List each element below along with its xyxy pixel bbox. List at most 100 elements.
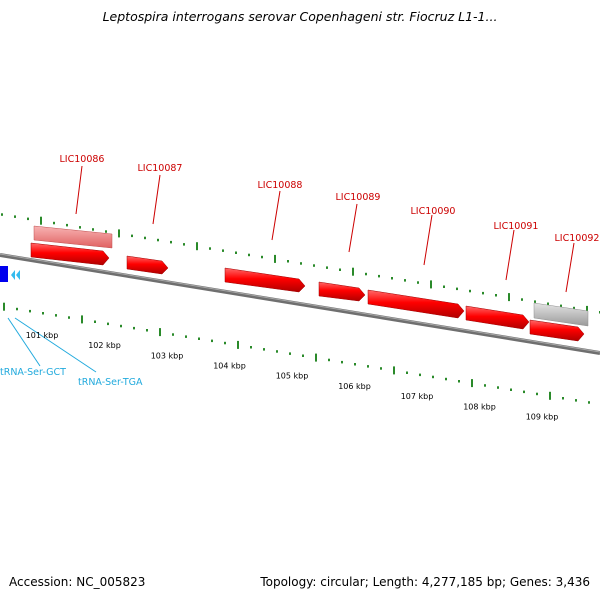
inner-minor-tick	[432, 375, 434, 379]
outer-minor-tick	[313, 264, 315, 267]
outer-minor-tick	[66, 223, 68, 227]
inner-minor-tick	[55, 314, 57, 317]
gene-arrow-lic10089[interactable]	[318, 281, 366, 302]
outer-minor-tick	[79, 226, 81, 229]
inner-minor-tick	[68, 316, 70, 319]
outer-minor-tick	[443, 285, 445, 288]
outer-minor-tick	[222, 249, 224, 252]
kbp-label: 105 kbp	[276, 372, 309, 381]
blue-square-icon[interactable]	[0, 266, 8, 282]
kbp-label: 108 kbp	[463, 402, 496, 411]
inner-minor-tick	[575, 399, 577, 402]
inner-minor-tick	[16, 307, 18, 311]
inner-minor-tick	[276, 350, 278, 353]
gene-label-lic10090[interactable]: LIC10090	[411, 206, 456, 217]
outer-major-tick	[430, 280, 432, 289]
gene-label-lic10086[interactable]: LIC10086	[60, 154, 105, 165]
outer-minor-tick	[170, 240, 172, 244]
genome-backbone	[0, 253, 600, 355]
inner-minor-tick	[198, 337, 200, 340]
gene-feature-lic10086-pink[interactable]	[33, 225, 113, 249]
inner-minor-tick	[354, 363, 356, 366]
length-value: 4,277,185 bp	[421, 575, 502, 589]
accession-value: NC_005823	[76, 575, 146, 589]
gene-arrow-lic10090[interactable]	[367, 289, 465, 319]
inner-minor-tick	[289, 352, 291, 355]
inner-minor-tick	[302, 354, 304, 357]
rna-label-trna-ser-tga[interactable]: tRNA-Ser-TGA	[78, 377, 143, 388]
inner-minor-tick	[367, 365, 369, 368]
outer-minor-tick	[27, 217, 29, 221]
outer-major-tick	[586, 305, 588, 314]
gene-label-lic10089[interactable]: LIC10089	[336, 192, 381, 203]
leader-line-lic10089	[348, 203, 358, 253]
gene-arrow-lic10087[interactable]	[126, 255, 169, 275]
outer-minor-tick	[521, 298, 523, 301]
gene-arrow-lic10091[interactable]	[465, 305, 530, 330]
inner-minor-tick	[94, 320, 96, 323]
inner-major-tick	[393, 366, 395, 375]
kbp-label: 101 kbp	[26, 331, 59, 340]
inner-minor-tick	[146, 329, 148, 332]
genome-backbone-highlight	[0, 253, 600, 353]
rna-leader-lines	[7, 317, 97, 373]
outer-minor-tick	[326, 266, 328, 269]
leader-line-lic10086	[75, 165, 83, 215]
outer-major-tick	[352, 267, 354, 276]
leader-line-lic10087	[152, 174, 161, 225]
inner-minor-tick	[458, 380, 460, 383]
outer-major-tick	[274, 254, 276, 263]
outer-minor-tick	[261, 255, 263, 259]
outer-minor-tick	[209, 247, 211, 250]
outer-minor-tick	[144, 236, 146, 240]
gene-feature-lic10092-gray[interactable]	[533, 302, 589, 327]
inner-minor-tick	[250, 346, 252, 349]
inner-minor-tick	[120, 324, 122, 328]
outer-minor-tick	[417, 281, 419, 284]
gene-label-lic10091[interactable]: LIC10091	[494, 221, 539, 232]
inner-minor-tick	[380, 367, 382, 370]
cds-arrows	[30, 242, 585, 342]
inner-minor-tick	[185, 335, 187, 338]
inner-minor-tick	[419, 373, 421, 377]
outer-minor-tick	[248, 253, 250, 257]
inner-minor-tick	[523, 390, 525, 394]
outer-minor-tick	[131, 234, 133, 238]
genes-label: Genes:	[509, 575, 552, 589]
outer-minor-tick	[287, 260, 289, 263]
gene-arrow-lic10086[interactable]	[30, 242, 110, 266]
inner-minor-tick	[510, 388, 512, 391]
inner-major-tick	[237, 340, 239, 349]
rna-label-trna-ser-gct[interactable]: tRNA-Ser-GCT	[0, 367, 66, 378]
inner-minor-tick	[224, 341, 226, 345]
outer-minor-tick	[534, 300, 536, 303]
inner-tick-track	[3, 302, 590, 404]
gene-label-lic10092[interactable]: LIC10092	[555, 233, 600, 244]
accession-footer: Accession: NC_005823	[9, 575, 145, 589]
leader-line-lic10088	[271, 190, 281, 241]
outer-major-tick	[508, 293, 510, 302]
outer-major-tick	[196, 242, 198, 251]
outer-minor-tick	[53, 221, 55, 225]
double-chevron-left-icon[interactable]	[11, 270, 20, 280]
gene-label-lic10087[interactable]: LIC10087	[138, 163, 183, 174]
inner-major-tick	[3, 302, 5, 311]
outer-minor-tick	[573, 306, 575, 310]
kbp-label: 102 kbp	[88, 341, 121, 350]
inner-major-tick	[159, 328, 161, 337]
inner-minor-tick	[107, 322, 109, 326]
outer-minor-tick	[456, 287, 458, 291]
topology-label: Topology:	[260, 575, 317, 589]
outer-major-tick	[40, 216, 42, 225]
inner-minor-tick	[536, 392, 538, 396]
outer-minor-tick	[404, 279, 406, 282]
inner-minor-tick	[588, 401, 590, 404]
gene-arrow-lic10092[interactable]	[529, 319, 585, 342]
leader-line-trna-ser-tga	[14, 317, 97, 373]
outer-minor-tick	[339, 268, 341, 271]
inner-major-tick	[81, 315, 83, 324]
outer-minor-tick	[157, 238, 159, 242]
gene-label-lic10088[interactable]: LIC10088	[258, 180, 303, 191]
gene-arrow-lic10088[interactable]	[224, 267, 306, 293]
inner-minor-tick	[445, 377, 447, 381]
